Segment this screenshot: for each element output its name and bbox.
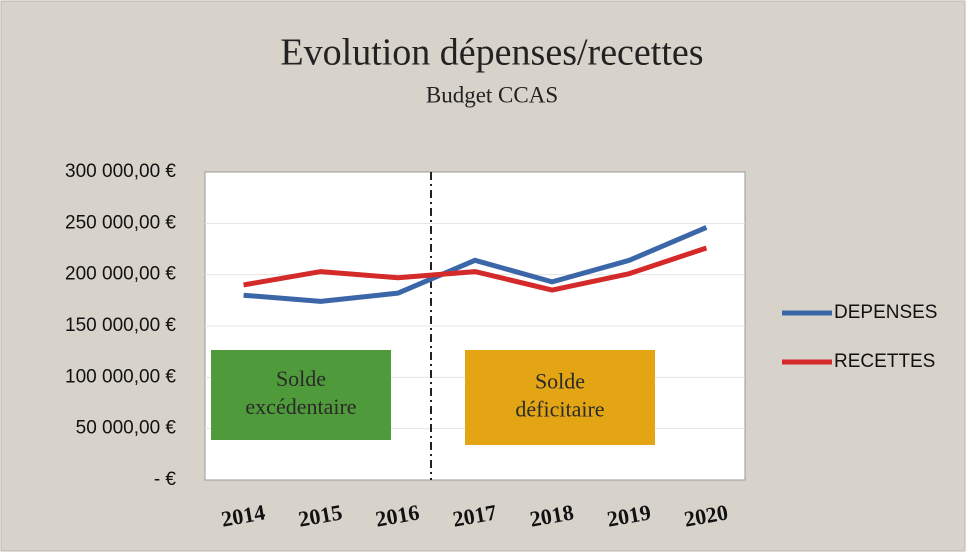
legend-label: RECETTES xyxy=(834,351,935,372)
annotation-text: déficitaire xyxy=(515,397,604,422)
annotation-text: excédentaire xyxy=(245,394,356,419)
y-tick-label: 300 000,00 € xyxy=(65,161,176,182)
annotation-box xyxy=(465,350,655,445)
chart-title: Evolution dépenses/recettes xyxy=(280,32,703,74)
y-tick-label: 50 000,00 € xyxy=(76,418,177,439)
annotation-text: Solde xyxy=(535,369,585,394)
series-line xyxy=(243,245,708,293)
annotation-text: Solde xyxy=(276,366,326,391)
y-tick-label: 150 000,00 € xyxy=(65,315,176,336)
legend-label: DEPENSES xyxy=(834,302,937,323)
y-tick-label: 100 000,00 € xyxy=(65,366,176,387)
y-tick-label: - € xyxy=(154,469,177,490)
series-line xyxy=(243,225,708,304)
y-tick-label: 200 000,00 € xyxy=(65,264,176,285)
y-tick-label: 250 000,00 € xyxy=(65,212,176,233)
annotation-box xyxy=(211,350,391,440)
chart-subtitle: Budget CCAS xyxy=(426,82,558,107)
